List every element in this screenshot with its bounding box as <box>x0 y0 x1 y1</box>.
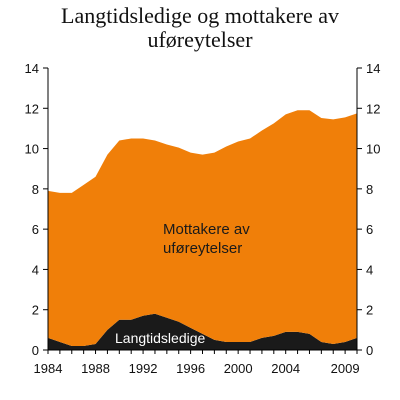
plot-areas <box>48 110 357 350</box>
area-labels: Mottakere av uføreytelser Langtidsledige <box>115 221 250 346</box>
uforeytelser-label-line-2: uføreytelser <box>163 240 242 257</box>
y-tick-label-left: 14 <box>25 61 39 76</box>
y-tick-label-right: 14 <box>366 61 380 76</box>
x-tick-label: 1984 <box>34 361 63 376</box>
y-tick-label-right: 4 <box>366 262 373 277</box>
chart-title-line-1: Langtidsledige og mottakere av <box>61 3 339 28</box>
area-series-1 <box>48 110 357 346</box>
chart-title-line-2: uføreytelser <box>147 27 253 52</box>
y-tick-label-left: 10 <box>25 142 39 157</box>
y-tick-label-right: 12 <box>366 101 380 116</box>
y-tick-label-left: 12 <box>25 101 39 116</box>
y-tick-label-left: 8 <box>32 182 39 197</box>
y-tick-label-left: 0 <box>32 343 39 358</box>
uforeytelser-label-line-1: Mottakere av <box>163 221 250 238</box>
x-tick-label: 2000 <box>224 361 253 376</box>
x-tick-label: 2009 <box>331 361 360 376</box>
chart-title: Langtidsledige og mottakere av uføreytel… <box>0 4 400 52</box>
x-tick-label: 2004 <box>271 361 300 376</box>
y-tick-label-right: 2 <box>366 303 373 318</box>
chart-axes: 0 0 2 2 4 4 6 6 8 8 10 10 12 12 14 14 1984 1988 1992 1996 20… <box>25 61 381 376</box>
x-tick-label: 1988 <box>81 361 110 376</box>
y-tick-label-right: 8 <box>366 182 373 197</box>
y-tick-label-left: 6 <box>32 222 39 237</box>
y-tick-label-right: 10 <box>366 142 380 157</box>
x-tick-label: 1992 <box>129 361 158 376</box>
y-tick-label-right: 0 <box>366 343 373 358</box>
x-tick-label: 1996 <box>176 361 205 376</box>
y-tick-label-right: 6 <box>366 222 373 237</box>
y-tick-label-left: 2 <box>32 303 39 318</box>
y-tick-label-left: 4 <box>32 262 39 277</box>
area-series-0 <box>48 313 357 350</box>
langtidsledige-label: Langtidsledige <box>115 330 206 346</box>
